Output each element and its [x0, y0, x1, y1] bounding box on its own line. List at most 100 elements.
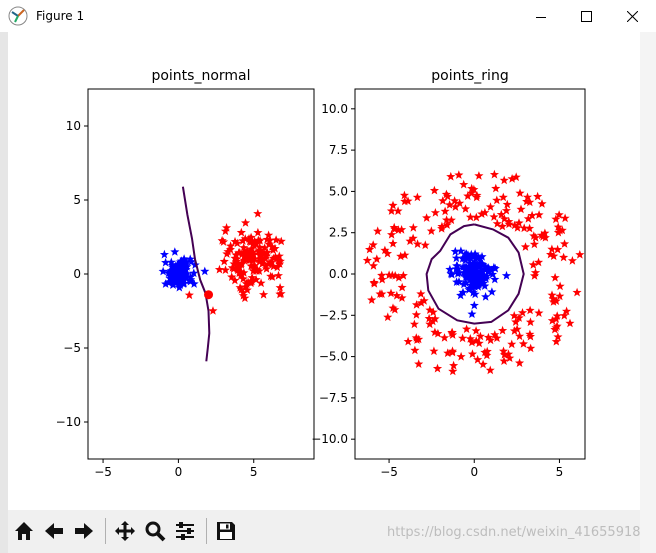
scatter-point [534, 308, 544, 317]
minimize-button[interactable] [518, 0, 564, 32]
scatter-point [432, 363, 443, 373]
scatter-point [520, 242, 530, 251]
scatter-point [380, 245, 390, 255]
scatter-point [266, 271, 276, 281]
scatter-point [509, 311, 519, 320]
scatter-point [481, 292, 491, 301]
zoom-button[interactable] [141, 516, 169, 546]
scatter-point [553, 244, 563, 254]
scatter-point [184, 290, 194, 300]
scatter-point [518, 308, 528, 317]
scatter-point [528, 260, 538, 269]
scatter-point [238, 274, 248, 283]
scatter-point [256, 255, 266, 265]
scatter-point [248, 255, 258, 265]
maximize-icon [580, 10, 592, 22]
y-tick-label: −10.0 [311, 432, 348, 446]
scatter-point [365, 244, 375, 254]
scatter-point [547, 315, 557, 325]
scatter-point [548, 297, 558, 306]
axes-points_normal: points_normal −5 0 5 −10 −5 0 5 10 [56, 68, 315, 479]
scatter-point [471, 254, 481, 263]
scatter-point [475, 331, 485, 341]
scatter-point [554, 210, 564, 219]
scatter-point [530, 271, 540, 280]
scatter-point [170, 247, 180, 256]
y-tick-label: 5.0 [329, 184, 348, 198]
pan-button[interactable] [111, 516, 139, 546]
scatter-point [368, 240, 378, 249]
y-tick-label: −5.0 [319, 350, 348, 364]
scatter-point [242, 246, 252, 255]
scatter-point [171, 261, 181, 270]
scatter-point [460, 253, 470, 263]
x-tick-label: 5 [250, 465, 258, 479]
scatter-point [377, 274, 387, 284]
close-icon [626, 10, 638, 22]
scatter-point [469, 184, 479, 194]
scatter-point [485, 365, 495, 375]
scatter-point [240, 234, 250, 243]
save-button[interactable] [212, 516, 240, 546]
arrow-left-icon [45, 523, 63, 539]
title-bar[interactable]: Figure 1 [0, 0, 656, 32]
scatter-point [247, 276, 257, 286]
scatter-point [492, 333, 502, 342]
scatter-point [236, 227, 246, 237]
scatter-point [454, 170, 464, 179]
scatter-point [526, 343, 536, 353]
scatter-point [559, 252, 569, 262]
scatter-point [167, 260, 177, 270]
scatter-point [466, 253, 476, 263]
scatter-point [529, 231, 539, 240]
scatter-point [254, 246, 264, 256]
forward-button[interactable] [70, 516, 98, 546]
scatter-point [223, 246, 233, 256]
scatter-point [253, 208, 263, 218]
scatter-point [489, 169, 499, 179]
subplots-button[interactable] [171, 516, 199, 546]
scatter-point [530, 268, 541, 277]
scatter-point [190, 260, 200, 269]
scatter-point [454, 277, 464, 286]
move-icon [115, 521, 135, 541]
scatter-point [387, 229, 397, 239]
scatter-point [440, 333, 450, 342]
maximize-button[interactable] [563, 0, 609, 32]
scatter-point [219, 256, 229, 266]
y-tick-label: 10.0 [321, 102, 348, 116]
scatter-point [480, 347, 490, 357]
scatter-point [262, 264, 272, 273]
home-button[interactable] [10, 516, 38, 546]
scatter-point [180, 259, 190, 268]
scatter-point [465, 212, 475, 222]
scatter-point [480, 207, 490, 217]
close-button[interactable] [609, 0, 655, 32]
scatter-point [398, 270, 408, 280]
scatter-point [470, 281, 480, 291]
highlight-point [456, 290, 466, 300]
window-title: Figure 1 [36, 9, 85, 23]
scatter-point [471, 326, 481, 335]
minimize-icon [536, 16, 546, 18]
scatter-point [259, 289, 269, 299]
scatter-point [185, 254, 195, 264]
scatter-point [276, 236, 286, 246]
scatter-point [537, 230, 547, 240]
back-button[interactable] [40, 516, 68, 546]
scatter-point [461, 262, 471, 272]
scatter-point [468, 287, 478, 297]
scatter-point [230, 275, 240, 285]
scatter-point [246, 244, 256, 253]
scatter-point [416, 289, 426, 298]
figure-canvas[interactable]: points_normal −5 0 5 −10 −5 0 5 10 points_ring −5 0… [8, 32, 640, 510]
scatter-point [408, 223, 418, 232]
scatter-point [227, 263, 237, 272]
scatter-point [525, 223, 535, 233]
scatter-point [428, 316, 438, 326]
scatter-point [272, 262, 282, 272]
scatter-point [551, 214, 561, 224]
scatter-point [555, 281, 565, 291]
scatter-point [486, 265, 496, 275]
scatter-point [221, 265, 231, 274]
